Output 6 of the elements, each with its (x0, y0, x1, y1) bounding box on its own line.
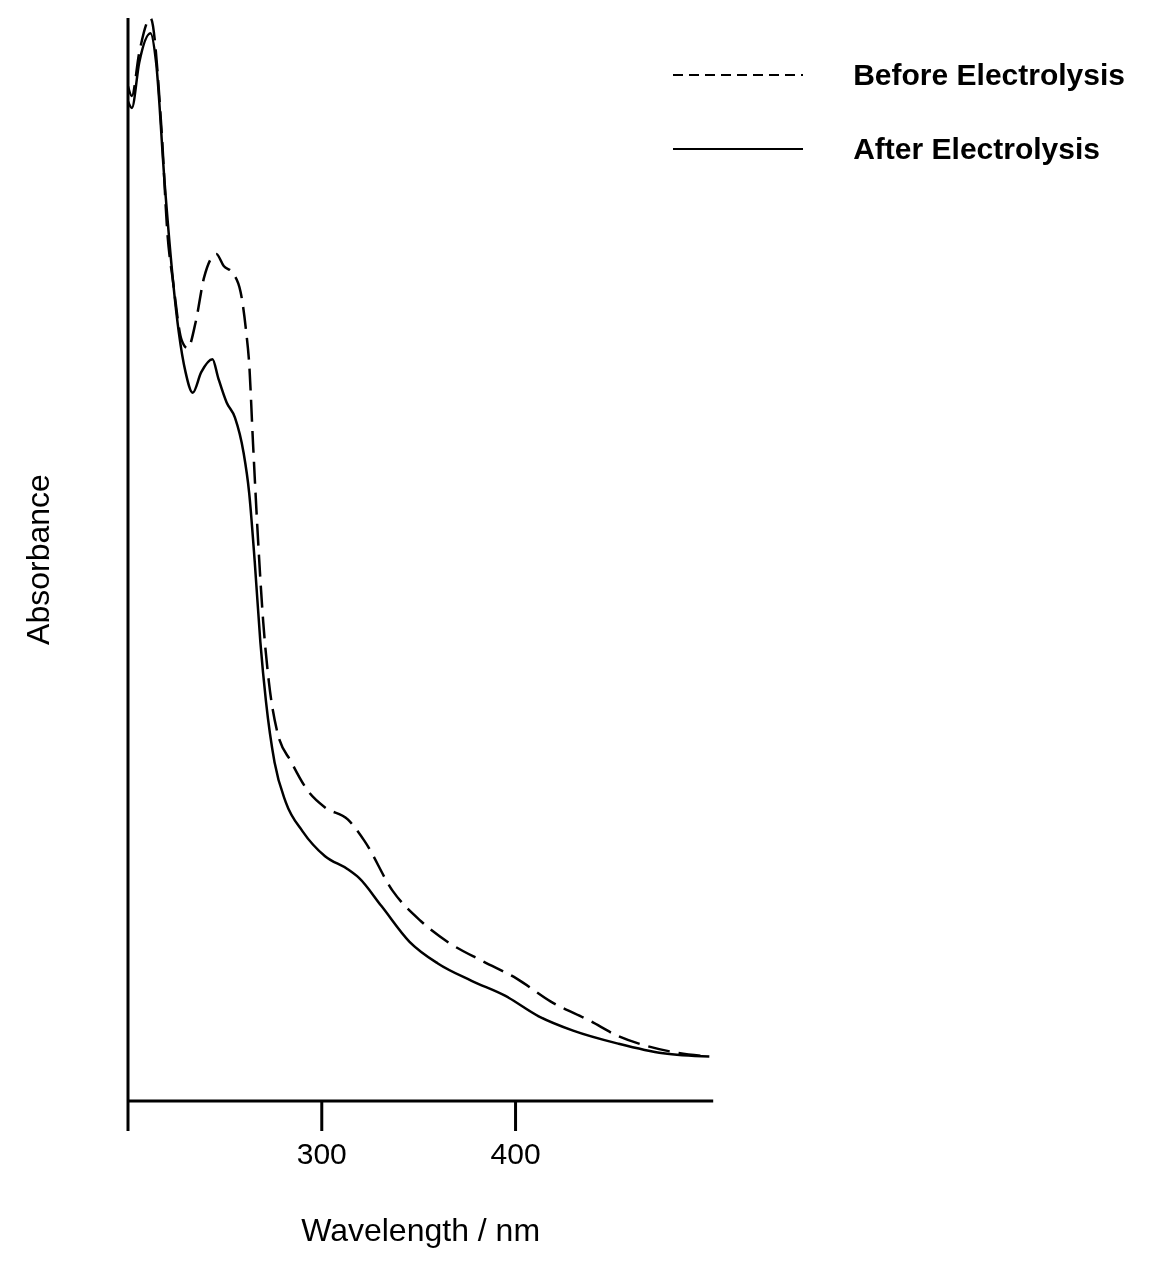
y-axis-title: Absorbance (20, 474, 57, 645)
x-tick-label: 300 (296, 1137, 347, 1171)
legend-label: Before Electrolysis (853, 58, 1125, 92)
x-tick-label: 400 (490, 1137, 541, 1171)
legend-label: After Electrolysis (853, 132, 1100, 166)
x-axis-title: Wavelength / nm (301, 1212, 541, 1248)
